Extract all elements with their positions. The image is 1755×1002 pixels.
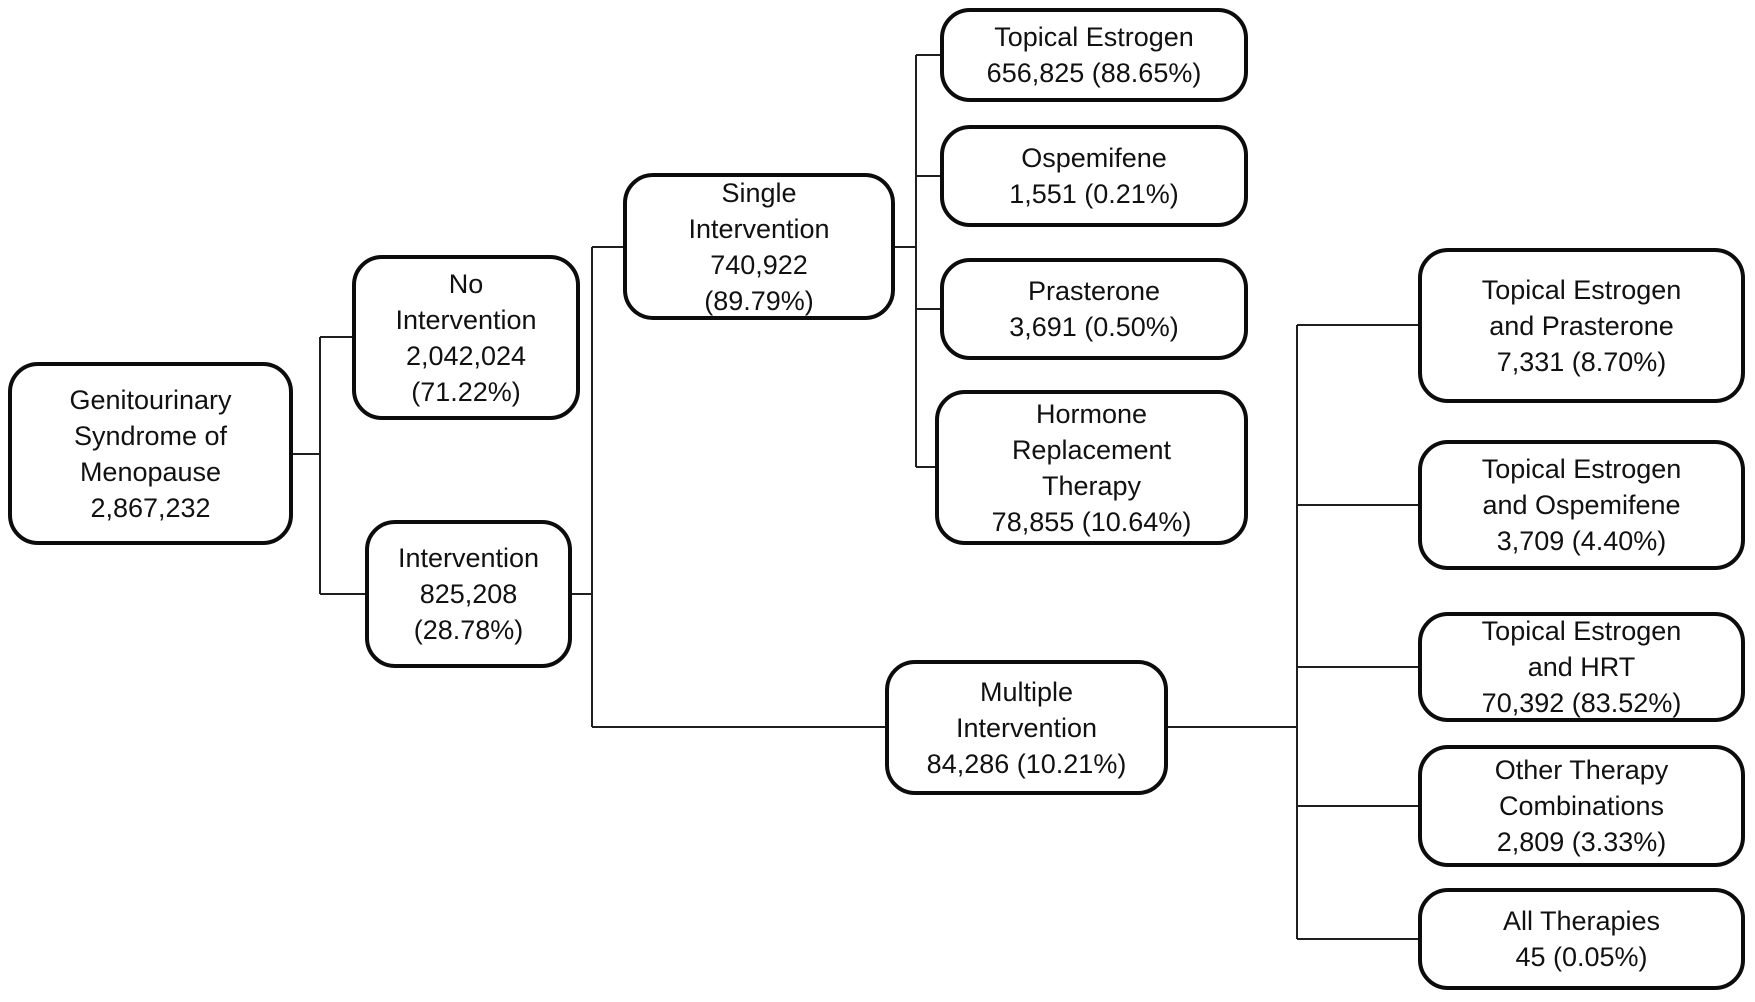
node-text: Ospemifene 1,551 (0.21%): [1009, 140, 1179, 212]
node-text-line: 740,922: [710, 249, 808, 280]
node-text-line: 1,551 (0.21%): [1009, 179, 1179, 209]
node-text-line: All Therapies: [1502, 906, 1661, 936]
node-text: Hormone Replacement Therapy 78,855 (10.6…: [992, 396, 1192, 540]
node-text-line: 2,867,232: [90, 492, 211, 523]
node-text-line: 84,286 (10.21%): [926, 748, 1127, 779]
node-no-intervention: No Intervention 2,042,024 (71.22%): [352, 255, 580, 420]
node-text: No Intervention 2,042,024 (71.22%): [395, 266, 536, 410]
node-text-line: 7,331 (8.70%): [1496, 346, 1667, 377]
node-text-line: 78,855 (10.64%): [991, 506, 1192, 537]
node-text-line: Topical Estrogen: [994, 22, 1194, 52]
node-text-line: Intervention: [395, 304, 537, 335]
node-text-line: 70,392 (83.52%): [1481, 688, 1682, 718]
node-text: All Therapies 45 (0.05%): [1503, 903, 1660, 975]
node-text-line: and HRT: [1527, 652, 1636, 682]
node-multiple-intervention: Multiple Intervention 84,286 (10.21%): [885, 660, 1168, 795]
node-text-line: Topical Estrogen: [1481, 274, 1682, 305]
node-text: Topical Estrogen and Prasterone 7,331 (8…: [1482, 272, 1682, 380]
node-text-line: (89.79%): [704, 285, 814, 316]
node-text: Genitourinary Syndrome of Menopause 2,86…: [69, 382, 231, 526]
node-text: Topical Estrogen and HRT 70,392 (83.52%): [1482, 613, 1682, 721]
node-text-line: Hormone: [1035, 398, 1148, 429]
node-text-line: 3,709 (4.40%): [1496, 526, 1667, 556]
node-ospemifene: Ospemifene 1,551 (0.21%): [940, 125, 1248, 227]
node-text-line: 45 (0.05%): [1515, 942, 1648, 972]
node-all-therapies: All Therapies 45 (0.05%): [1418, 888, 1745, 990]
node-topical-estrogen-and-hrt: Topical Estrogen and HRT 70,392 (83.52%): [1418, 612, 1745, 722]
node-text-line: and Ospemifene: [1482, 490, 1681, 520]
node-text-line: (71.22%): [411, 376, 521, 407]
node-text-line: 3,691 (0.50%): [1009, 312, 1179, 342]
node-other-therapy-combinations: Other Therapy Combinations 2,809 (3.33%): [1418, 745, 1745, 867]
node-text-line: Syndrome of: [73, 420, 228, 451]
node-text-line: Combinations: [1498, 791, 1665, 821]
node-text-line: Topical Estrogen: [1481, 454, 1682, 484]
node-text-line: Intervention: [955, 712, 1098, 743]
node-text: Multiple Intervention 84,286 (10.21%): [927, 674, 1127, 782]
node-text-line: 2,042,024: [405, 340, 527, 371]
node-text-line: and Prasterone: [1489, 310, 1674, 341]
node-text-line: 656,825 (88.65%): [986, 58, 1202, 88]
node-intervention: Intervention 825,208 (28.78%): [365, 520, 572, 668]
node-text-line: Genitourinary: [69, 384, 232, 415]
node-text: Intervention 825,208 (28.78%): [398, 540, 539, 648]
node-topical-estrogen-and-ospemifene: Topical Estrogen and Ospemifene 3,709 (4…: [1418, 440, 1745, 570]
node-text-line: Therapy: [1041, 470, 1142, 501]
node-text-line: Menopause: [79, 456, 222, 487]
node-prasterone: Prasterone 3,691 (0.50%): [940, 258, 1248, 360]
node-text-line: Topical Estrogen: [1481, 616, 1682, 646]
node-text-line: (28.78%): [413, 615, 524, 645]
node-text: Single Intervention 740,922 (89.79%): [688, 175, 829, 319]
node-text-line: Other Therapy: [1494, 755, 1669, 785]
node-text-line: Intervention: [688, 213, 830, 244]
node-text-line: 2,809 (3.33%): [1496, 827, 1667, 857]
node-genitourinary-syndrome-of-menopause: Genitourinary Syndrome of Menopause 2,86…: [8, 362, 293, 545]
node-text-line: Intervention: [397, 543, 540, 573]
node-text-line: Prasterone: [1027, 276, 1161, 306]
node-text-line: Replacement: [1011, 434, 1172, 465]
node-topical-estrogen-and-prasterone: Topical Estrogen and Prasterone 7,331 (8…: [1418, 248, 1745, 403]
node-text-line: Single: [721, 177, 797, 208]
node-text-line: No: [448, 268, 484, 299]
node-text-line: Ospemifene: [1021, 143, 1167, 173]
node-hormone-replacement-therapy: Hormone Replacement Therapy 78,855 (10.6…: [935, 390, 1248, 545]
node-text-line: 825,208: [419, 579, 518, 609]
node-single-intervention: Single Intervention 740,922 (89.79%): [623, 173, 895, 320]
node-text: Prasterone 3,691 (0.50%): [1009, 273, 1179, 345]
node-topical-estrogen: Topical Estrogen 656,825 (88.65%): [940, 8, 1248, 102]
node-text-line: Multiple: [979, 676, 1074, 707]
node-text: Other Therapy Combinations 2,809 (3.33%): [1495, 752, 1669, 860]
connector-single-to-therapies: [895, 54, 940, 468]
node-text: Topical Estrogen and Ospemifene 3,709 (4…: [1482, 451, 1682, 559]
node-text: Topical Estrogen 656,825 (88.65%): [987, 19, 1202, 91]
